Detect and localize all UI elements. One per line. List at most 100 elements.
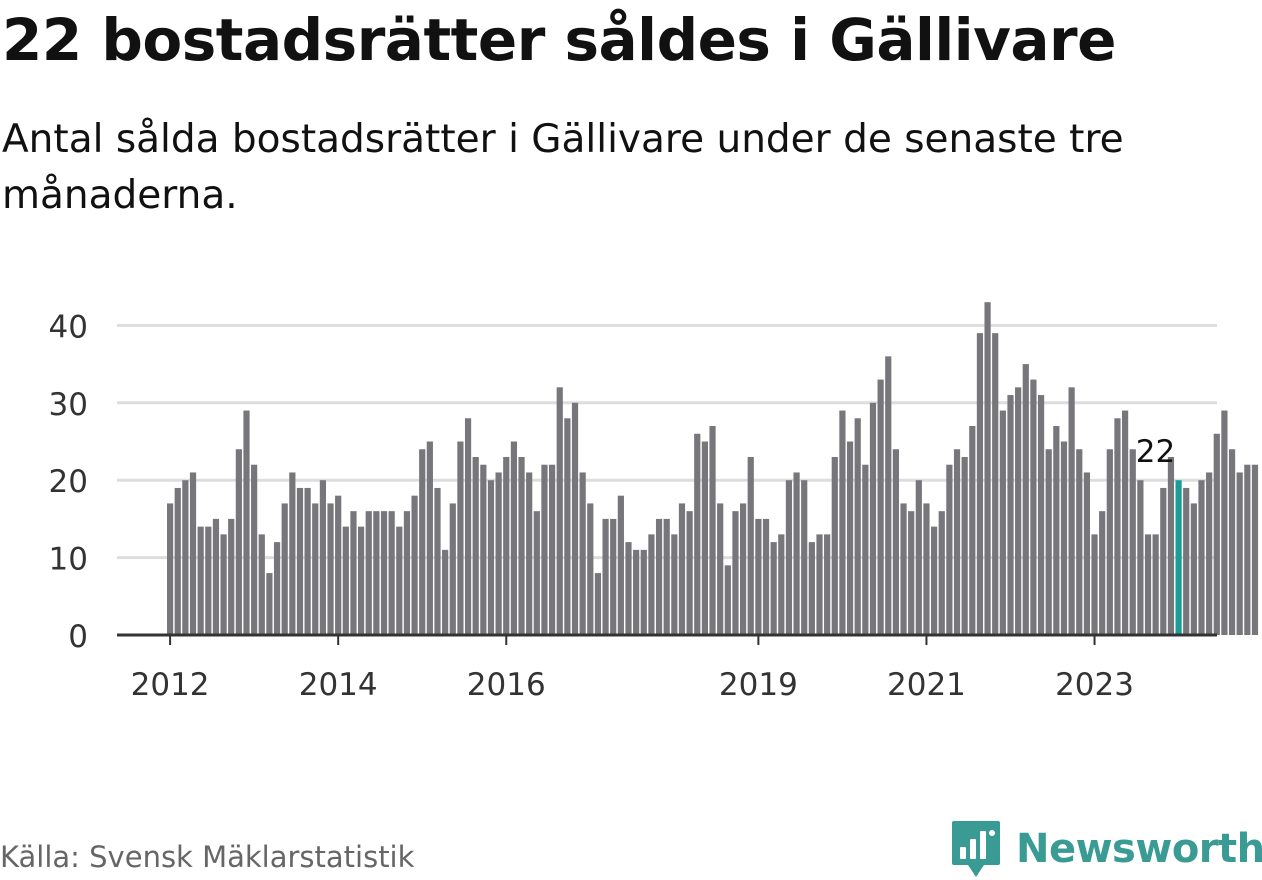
y-tick-label: 20: [49, 464, 88, 500]
bar: [358, 526, 365, 635]
bar: [694, 433, 701, 635]
bar: [487, 480, 495, 635]
bar: [304, 487, 311, 635]
bar: [801, 480, 808, 635]
bar: [594, 573, 602, 635]
bar: [892, 449, 899, 635]
bar: [327, 503, 334, 635]
bar: [273, 542, 281, 635]
bar: [1167, 456, 1175, 635]
bar: [1129, 449, 1136, 635]
bar: [931, 526, 938, 635]
axes: 0 10 20 30 40 2012 2014 2016 2019 2021 2023: [49, 309, 1217, 703]
bar: [510, 441, 517, 635]
bar: [610, 518, 617, 635]
bar: [556, 387, 563, 635]
bar: [831, 456, 838, 635]
bar: [1060, 441, 1068, 635]
bar: [449, 503, 456, 635]
bar: [228, 518, 235, 635]
bar: [541, 464, 548, 635]
bar: [984, 302, 991, 635]
bar: [1022, 364, 1029, 635]
bar: [1190, 503, 1197, 635]
bar: [1221, 410, 1228, 635]
bar: [174, 487, 181, 635]
y-tick-label: 40: [49, 309, 88, 345]
bar: [1030, 379, 1037, 635]
bar: [197, 526, 204, 635]
bar: [182, 480, 189, 635]
bar: [824, 534, 831, 635]
bar: [480, 464, 487, 635]
bar: [732, 511, 739, 635]
bar: [243, 410, 250, 635]
bar: [717, 503, 724, 635]
y-tick-label: 0: [68, 619, 88, 655]
bar: [342, 526, 349, 635]
bar: [655, 518, 663, 635]
bar: [908, 511, 915, 635]
bar: [518, 456, 525, 635]
x-tick-label: 2014: [299, 667, 378, 703]
brand-name: Newsworthy: [1016, 826, 1262, 872]
bar: [1236, 472, 1243, 635]
bar: [846, 441, 854, 635]
bar: [503, 456, 510, 635]
bar: [1160, 487, 1167, 635]
bar: [923, 503, 930, 635]
bar: [701, 441, 708, 635]
bar: [602, 518, 609, 635]
highlight-value-label: 22: [1136, 434, 1175, 470]
y-tick-label: 10: [49, 542, 88, 578]
bar: [1091, 534, 1098, 635]
bar: [587, 503, 594, 635]
bar: [686, 511, 693, 635]
bar: [319, 480, 326, 635]
bar: [258, 534, 265, 635]
bar: [564, 418, 571, 635]
bar: [1144, 534, 1152, 635]
bar: [380, 511, 388, 635]
bar-chart: 0 10 20 30 40 2012 2014 2016 2019 2021 2023 22: [49, 302, 1259, 703]
bar: [671, 534, 678, 635]
bar: [365, 511, 372, 635]
bar: [464, 418, 472, 635]
bar: [281, 503, 288, 635]
bar: [1068, 387, 1075, 635]
bar: [1099, 511, 1106, 635]
bar: [992, 333, 999, 635]
bar: [1106, 449, 1113, 635]
bar: [1183, 487, 1190, 635]
bar: [296, 487, 304, 635]
bar: [403, 511, 411, 635]
x-tick-label: 2021: [887, 667, 966, 703]
bar: [808, 542, 815, 635]
bar: [900, 503, 907, 635]
bar: [1152, 534, 1159, 635]
bar: [373, 511, 380, 635]
source-note: Källa: Svensk Mäklarstatistik: [0, 840, 415, 874]
bar: [434, 487, 441, 635]
bar: [220, 534, 227, 635]
bar: [212, 518, 220, 635]
bar: [915, 480, 922, 635]
x-tick-label: 2023: [1055, 667, 1134, 703]
bar: [1045, 449, 1052, 635]
bar: [724, 565, 731, 635]
bar: [442, 549, 449, 635]
bar: [411, 495, 418, 635]
bar: [526, 472, 533, 635]
brand-logo[interactable]: Newsworthy: [950, 818, 1262, 880]
bar: [617, 495, 624, 635]
bar: [740, 503, 747, 635]
bar: [755, 518, 762, 635]
bar: [1228, 449, 1236, 635]
bar: [266, 573, 273, 635]
x-tick-label: 2019: [719, 667, 798, 703]
bar: [1015, 387, 1022, 635]
bar: [426, 441, 433, 635]
bar: [419, 449, 426, 635]
bar: [167, 503, 174, 635]
x-tick-label: 2012: [131, 667, 210, 703]
